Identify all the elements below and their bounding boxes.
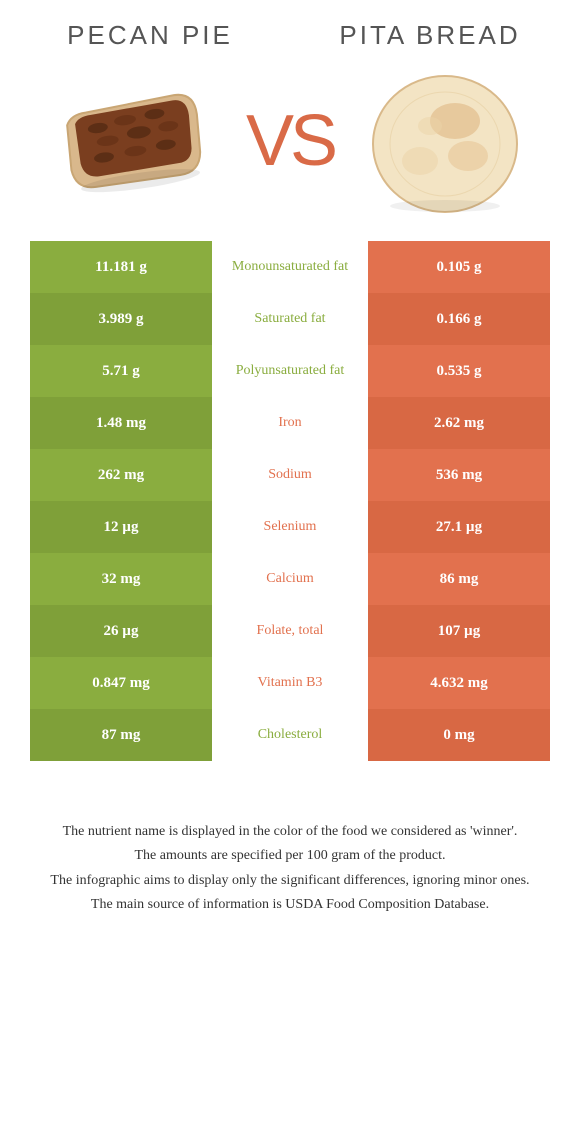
right-value: 27.1 µg (368, 501, 550, 553)
footer-line-1: The nutrient name is displayed in the co… (40, 821, 540, 843)
table-row: 5.71 gPolyunsaturated fat0.535 g (30, 345, 550, 397)
vs-label: VS (246, 100, 334, 182)
right-value: 0.105 g (368, 241, 550, 293)
table-row: 12 µgSelenium27.1 µg (30, 501, 550, 553)
table-row: 87 mgCholesterol0 mg (30, 709, 550, 761)
nutrient-label: Iron (212, 397, 368, 449)
left-value: 12 µg (30, 501, 212, 553)
header: PECAN PIE PITA BREAD (30, 20, 550, 61)
footer-notes: The nutrient name is displayed in the co… (30, 821, 550, 917)
food-a-title: PECAN PIE (50, 20, 250, 51)
right-value: 4.632 mg (368, 657, 550, 709)
food-a-image (50, 71, 220, 211)
right-value: 0.535 g (368, 345, 550, 397)
footer-line-4: The main source of information is USDA F… (40, 894, 540, 916)
right-value: 107 µg (368, 605, 550, 657)
left-value: 1.48 mg (30, 397, 212, 449)
right-value: 2.62 mg (368, 397, 550, 449)
table-row: 26 µgFolate, total107 µg (30, 605, 550, 657)
footer-line-2: The amounts are specified per 100 gram o… (40, 845, 540, 867)
nutrient-label: Polyunsaturated fat (212, 345, 368, 397)
nutrient-table: 11.181 gMonounsaturated fat0.105 g3.989 … (30, 241, 550, 761)
right-value: 0.166 g (368, 293, 550, 345)
left-value: 11.181 g (30, 241, 212, 293)
left-value: 87 mg (30, 709, 212, 761)
left-value: 32 mg (30, 553, 212, 605)
table-row: 1.48 mgIron2.62 mg (30, 397, 550, 449)
table-row: 262 mgSodium536 mg (30, 449, 550, 501)
nutrient-label: Monounsaturated fat (212, 241, 368, 293)
table-row: 3.989 gSaturated fat0.166 g (30, 293, 550, 345)
nutrient-label: Cholesterol (212, 709, 368, 761)
food-b-image (360, 71, 530, 211)
left-value: 5.71 g (30, 345, 212, 397)
table-row: 11.181 gMonounsaturated fat0.105 g (30, 241, 550, 293)
nutrient-label: Saturated fat (212, 293, 368, 345)
right-value: 0 mg (368, 709, 550, 761)
footer-line-3: The infographic aims to display only the… (40, 870, 540, 892)
food-b-title: PITA BREAD (330, 20, 530, 51)
pita-bread-icon (360, 66, 530, 216)
left-value: 26 µg (30, 605, 212, 657)
hero-row: VS (30, 61, 550, 241)
table-row: 0.847 mgVitamin B34.632 mg (30, 657, 550, 709)
nutrient-label: Vitamin B3 (212, 657, 368, 709)
left-value: 0.847 mg (30, 657, 212, 709)
nutrient-label: Folate, total (212, 605, 368, 657)
left-value: 262 mg (30, 449, 212, 501)
left-value: 3.989 g (30, 293, 212, 345)
pecan-pie-icon (50, 81, 220, 201)
table-row: 32 mgCalcium86 mg (30, 553, 550, 605)
right-value: 536 mg (368, 449, 550, 501)
nutrient-label: Calcium (212, 553, 368, 605)
right-value: 86 mg (368, 553, 550, 605)
nutrient-label: Selenium (212, 501, 368, 553)
nutrient-label: Sodium (212, 449, 368, 501)
